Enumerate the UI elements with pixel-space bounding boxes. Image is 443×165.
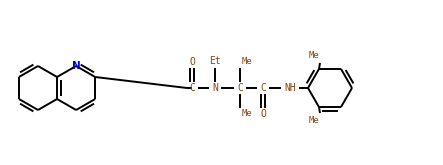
Text: O: O — [260, 109, 266, 119]
Text: Me: Me — [241, 57, 253, 66]
Text: Et: Et — [209, 56, 221, 66]
Text: C: C — [260, 83, 266, 93]
Text: C: C — [189, 83, 195, 93]
Text: C: C — [237, 83, 243, 93]
Text: Me: Me — [309, 115, 319, 125]
Text: Me: Me — [241, 110, 253, 118]
Text: N: N — [212, 83, 218, 93]
Text: N: N — [72, 61, 81, 71]
Text: NH: NH — [284, 83, 296, 93]
Text: O: O — [189, 57, 195, 67]
Text: Me: Me — [309, 51, 319, 60]
